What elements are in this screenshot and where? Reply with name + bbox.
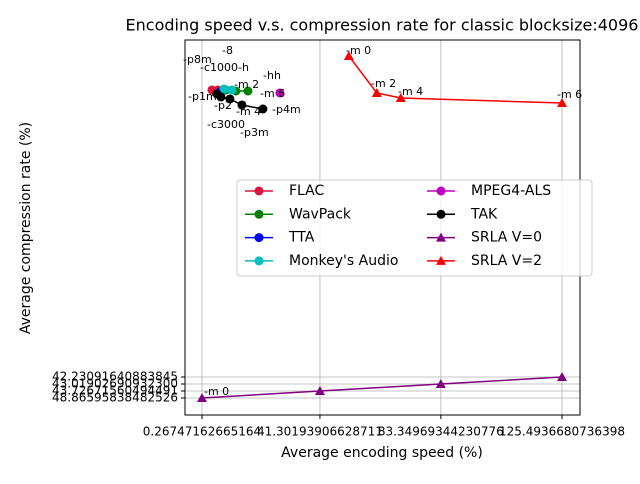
marker (275, 88, 285, 98)
annotation: -m 2 (371, 77, 396, 90)
annotation: -c3000 (207, 118, 245, 131)
y-tick-label: 43.01902690932300 (52, 376, 178, 390)
annotation: -p1m (188, 90, 217, 103)
chart-title: Encoding speed v.s. compression rate for… (126, 16, 639, 35)
marker (225, 94, 235, 104)
y-tick-label: 43.72671560494491 (52, 384, 178, 398)
annotation: -p2 (214, 99, 232, 112)
legend-label: Monkey's Audio (289, 253, 398, 269)
marker (371, 87, 382, 97)
legend-label: TAK (470, 206, 498, 222)
y-axis-label: Average compression rate (%) (18, 122, 34, 334)
annotation: -m 4 (236, 105, 261, 118)
legend-marker (254, 256, 264, 266)
annotation: -m 6 (260, 87, 285, 100)
legend-label: SRLA V=2 (471, 253, 542, 269)
annotation: -p4m (272, 103, 301, 116)
marker (557, 98, 568, 107)
x-tick-label: 41.30193906628711 (257, 425, 383, 439)
annotation: -p8m (183, 53, 212, 66)
annotation: -c1000-h (200, 61, 249, 74)
annotation: -m 0 (346, 44, 371, 57)
y-tick-label: 42.23091640883845 (52, 370, 178, 384)
legend-label: FLAC (289, 183, 325, 199)
marker (435, 378, 446, 388)
series-line (348, 55, 563, 104)
y-tick-label: 48.86595838482526 (52, 391, 178, 405)
legend-marker (254, 233, 264, 243)
x-axis-label: Average encoding speed (%) (281, 445, 483, 461)
marker (557, 372, 568, 382)
marker (216, 92, 226, 102)
marker (258, 104, 268, 114)
legend-label: SRLA V=0 (471, 230, 542, 246)
x-tick-label: 0.26747162665164 (143, 425, 261, 439)
annotation: -8 (222, 44, 233, 57)
annotation: -p3m (240, 126, 269, 139)
marker (314, 386, 325, 395)
marker (196, 393, 207, 403)
marker (227, 85, 237, 95)
annotation: -hh (263, 69, 281, 82)
marker (237, 100, 247, 110)
marker (343, 51, 354, 61)
annotation: -m 4 (398, 85, 423, 98)
marker (219, 84, 229, 94)
marker (395, 93, 406, 103)
annotation: -m 2 (234, 78, 259, 91)
x-tick-label: 83.34969344230776 (378, 425, 504, 439)
legend-marker (436, 186, 446, 196)
marker (243, 86, 253, 96)
legend-label: WavPack (289, 206, 352, 222)
legend: FLAC WavPack TTA Monkey's Audio MPEG4-ALS TAK… (236, 179, 593, 277)
legend-label: TTA (288, 230, 315, 246)
legend-marker (436, 209, 446, 219)
x-tick-label: 125.4936680736398 (499, 425, 625, 439)
legend-box (236, 179, 593, 277)
legend-marker (254, 186, 264, 196)
annotation: -m 6 (557, 88, 582, 101)
series-line (201, 376, 563, 399)
legend-marker (436, 232, 446, 242)
legend-marker (436, 255, 446, 265)
legend-label: MPEG4-ALS (471, 183, 551, 199)
legend-marker (254, 209, 264, 219)
annotation: -m 0 (204, 385, 229, 398)
